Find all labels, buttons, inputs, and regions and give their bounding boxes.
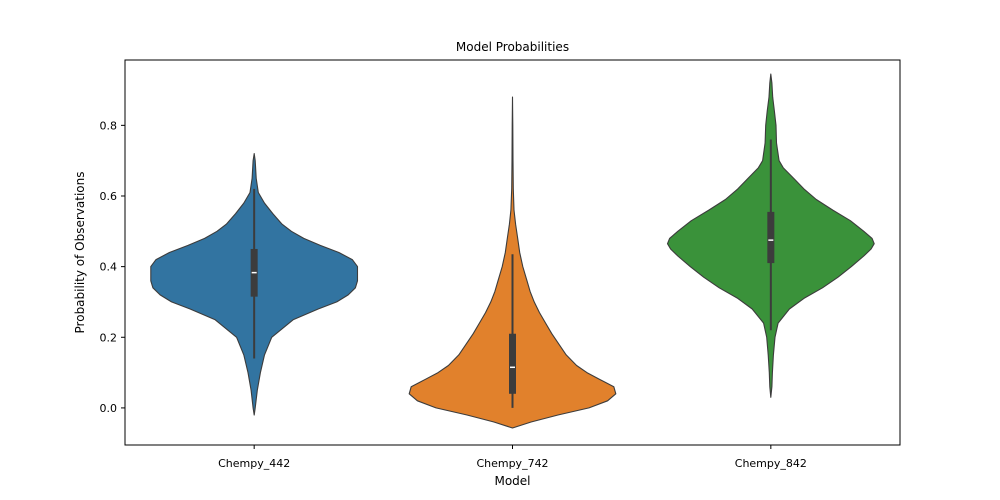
y-tick-label: 0.6 <box>100 190 118 203</box>
x-axis-label: Model <box>494 474 530 488</box>
y-tick-label: 0.8 <box>100 119 118 132</box>
plot-area <box>150 73 875 429</box>
y-tick-label: 0.2 <box>100 331 118 344</box>
axes: 0.0 0.2 0.4 0.6 0.8 Chempy_442 Chempy_742 Chemp… <box>100 119 807 470</box>
violin-2 <box>666 73 875 398</box>
violin-iqr-box <box>767 211 775 264</box>
chart-title: Model Probabilities <box>456 40 569 54</box>
violin-iqr-box <box>509 333 516 394</box>
x-tick-label: Chempy_442 <box>218 457 290 470</box>
x-tick-label: Chempy_842 <box>735 457 807 470</box>
violin-0 <box>150 153 359 416</box>
violin-1 <box>408 96 617 429</box>
y-axis-label: Probability of Observations <box>73 172 87 334</box>
y-tick-label: 0.0 <box>100 402 118 415</box>
y-tick-label: 0.4 <box>100 261 118 274</box>
x-tick-label: Chempy_742 <box>476 457 548 470</box>
